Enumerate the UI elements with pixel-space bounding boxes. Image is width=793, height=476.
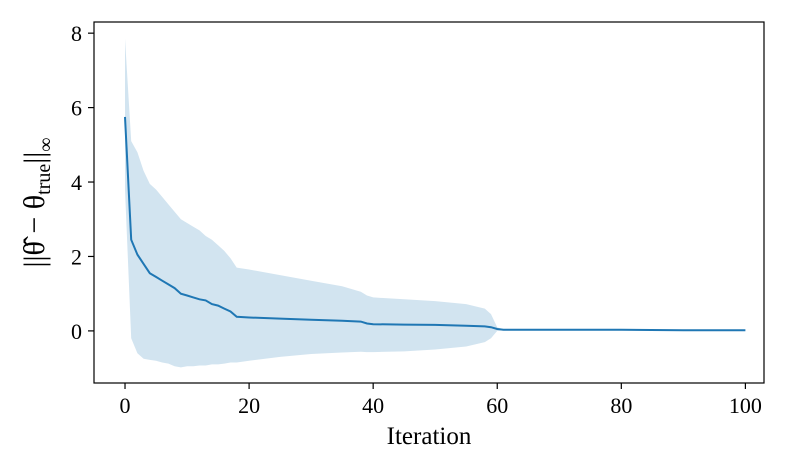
y-tick-label: 8 [71,21,82,46]
y-tick-label: 2 [71,244,82,269]
y-tick-label: 4 [71,170,82,195]
x-axis-label: Iteration [387,423,472,450]
axes-frame [93,21,765,384]
x-ticks: 0 20 40 60 80 100 [120,383,762,418]
x-tick-label: 0 [120,393,131,418]
y-axis-label: ||θ̂ − θtrue||∞ [18,137,57,267]
x-tick-label: 100 [729,393,762,418]
y-tick-label: 6 [71,96,82,121]
y-axis-label-subscript: true [33,164,55,195]
x-tick-label: 60 [486,393,508,418]
y-axis-label-norm: ∞ [35,137,57,151]
y-axis-label-prefix: ||θ̂ − θ [18,195,51,268]
y-ticks: 0 2 4 6 8 [71,21,94,344]
y-tick-label: 0 [71,319,82,344]
y-axis-label-suffix: || [18,152,51,164]
mean-line [124,116,746,332]
x-tick-label: 80 [610,393,632,418]
x-tick-label: 40 [362,393,384,418]
x-tick-label: 20 [238,393,260,418]
mean-line-layer [124,116,746,332]
confidence-band [125,38,746,368]
confidence-band-layer [125,38,746,368]
